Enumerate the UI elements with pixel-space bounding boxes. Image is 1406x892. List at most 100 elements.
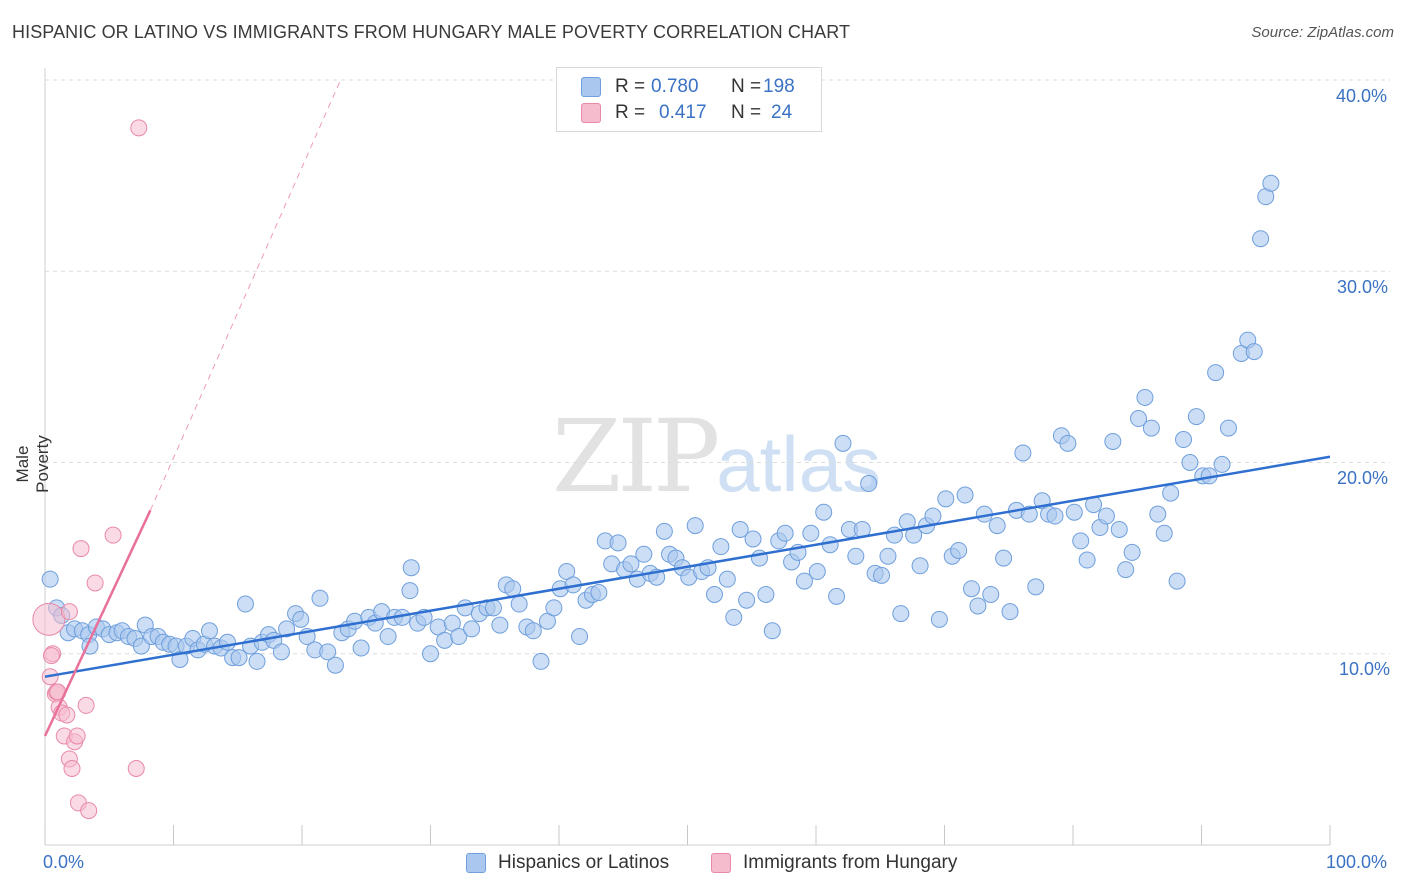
data-point-hispanics: [655, 522, 673, 540]
data-point-hispanics: [821, 536, 839, 554]
data-point-hungary: [63, 760, 81, 777]
data-point-hispanics: [763, 622, 781, 640]
watermark-atlas: atlas: [716, 420, 882, 508]
data-point-hispanics: [744, 530, 762, 548]
data-point-hispanics: [402, 559, 420, 577]
data-point-hispanics: [725, 608, 743, 626]
data-point-hispanics: [510, 595, 528, 613]
data-point-hispanics: [1123, 543, 1141, 561]
source-link[interactable]: ZipAtlas.com: [1307, 24, 1394, 41]
data-point-hispanics: [590, 584, 608, 602]
data-point-hispanics: [326, 656, 344, 674]
source-credit: Source: ZipAtlas.com: [1251, 24, 1394, 41]
data-point-hispanics: [609, 534, 627, 552]
legend-row-hungary: R = 0.417 N = 24: [581, 100, 792, 126]
data-point-hispanics: [995, 549, 1013, 567]
y-tick-label: 20.0%: [1337, 468, 1389, 488]
data-point-hispanics: [1181, 454, 1199, 471]
legend-r-value: 0.417: [659, 102, 707, 123]
legend-n-label: N =: [731, 76, 762, 97]
legend-item-label: Immigrants from Hungary: [743, 852, 958, 873]
legend-swatch-blue: [466, 853, 486, 873]
data-point-hispanics: [718, 570, 736, 588]
data-point-hispanics: [401, 582, 419, 600]
data-point-hispanics: [218, 633, 236, 651]
data-point-hispanics: [41, 570, 59, 588]
data-point-hungary: [127, 760, 145, 777]
data-point-hispanics: [248, 652, 266, 670]
data-point-hispanics: [879, 547, 897, 565]
data-point-hispanics: [731, 520, 749, 538]
data-point-hispanics: [571, 628, 589, 646]
data-point-hispanics: [1187, 408, 1205, 426]
data-point-hispanics: [1175, 431, 1193, 449]
data-point-hispanics: [815, 503, 833, 521]
legend-row-hispanics: R = 0.780 N = 198: [581, 74, 795, 100]
legend-r-label: R =: [615, 102, 646, 123]
data-point-hispanics: [1213, 455, 1231, 473]
data-point-hispanics: [776, 524, 794, 542]
data-point-hispanics: [635, 545, 653, 563]
trend-line-hispanics: [44, 455, 1331, 678]
legend-r-label: R =: [615, 76, 646, 97]
data-point-hispanics: [200, 622, 218, 640]
data-point-hungary: [86, 574, 104, 592]
legend-n-label: N =: [731, 102, 762, 123]
data-point-hispanics: [860, 475, 878, 493]
data-point-hispanics: [278, 620, 296, 638]
data-point-hungary: [130, 119, 148, 137]
data-point-hispanics: [834, 434, 852, 452]
data-point-hispanics: [847, 547, 865, 565]
data-point-hispanics: [962, 580, 980, 598]
legend-item-hispanics[interactable]: Hispanics or Latinos: [466, 852, 669, 874]
y-axis-title: Male Poverty: [13, 435, 52, 493]
data-point-hungary: [32, 602, 66, 636]
y-tick-label: 40.0%: [1336, 86, 1388, 106]
data-point-hispanics: [738, 591, 756, 609]
data-point-hispanics: [272, 643, 290, 661]
data-point-hispanics: [311, 589, 329, 607]
data-point-hispanics: [1078, 551, 1096, 569]
data-point-hispanics: [346, 612, 364, 630]
data-point-hispanics: [532, 652, 550, 670]
data-point-hispanics: [1046, 507, 1064, 525]
data-point-hispanics: [545, 599, 563, 617]
gridlines: [45, 79, 1390, 655]
data-point-hispanics: [712, 538, 730, 556]
data-point-hispanics: [379, 628, 397, 646]
data-point-hispanics: [1072, 532, 1090, 550]
trend-lines: [43, 79, 1331, 737]
data-point-hispanics: [524, 622, 542, 640]
data-point-hispanics: [1104, 432, 1122, 450]
data-point-hispanics: [622, 555, 640, 573]
data-point-hungary: [68, 727, 86, 745]
data-point-hispanics: [1207, 364, 1225, 382]
data-point-hungary: [72, 540, 90, 558]
data-point-hispanics: [1110, 520, 1128, 538]
data-point-hispanics: [491, 616, 509, 634]
data-point-hungary: [58, 706, 76, 724]
data-point-hispanics: [1168, 572, 1186, 590]
y-tick-label: 10.0%: [1339, 659, 1391, 679]
data-point-hispanics: [1130, 410, 1148, 428]
data-point-hispanics: [456, 599, 474, 617]
x-tick-label-min: 0.0%: [43, 852, 85, 872]
data-point-hispanics: [1014, 444, 1032, 462]
data-point-hispanics: [292, 610, 310, 628]
data-point-hispanics: [463, 620, 481, 638]
data-point-hispanics: [988, 517, 1006, 535]
data-point-hispanics: [1219, 419, 1237, 437]
legend-item-label: Hispanics or Latinos: [498, 852, 670, 873]
legend-item-hungary[interactable]: Immigrants from Hungary: [711, 852, 957, 874]
data-point-hispanics: [1245, 343, 1263, 361]
data-point-hispanics: [1252, 230, 1270, 248]
legend-swatch-pink: [581, 103, 601, 123]
data-point-hispanics: [892, 605, 910, 623]
data-point-hispanics: [1142, 419, 1160, 437]
data-point-hispanics: [757, 585, 775, 603]
source-label: Source:: [1251, 24, 1304, 41]
data-point-hispanics: [319, 643, 337, 661]
data-point-hispanics: [686, 517, 704, 535]
data-point-hispanics: [504, 580, 522, 598]
data-point-hispanics: [911, 557, 929, 575]
